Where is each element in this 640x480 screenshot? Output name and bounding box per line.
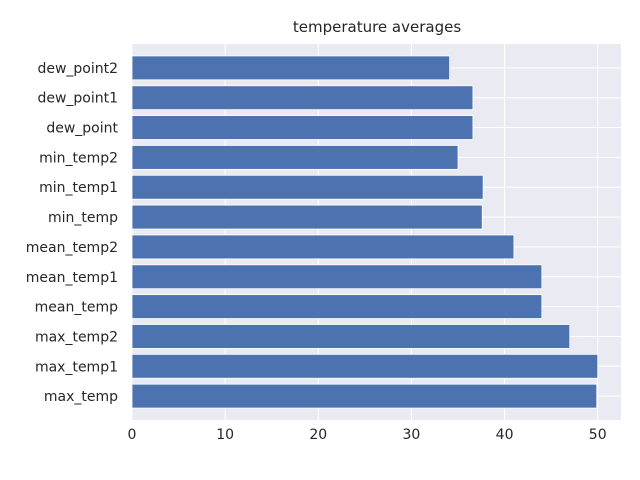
y-tick-label: min_temp bbox=[48, 210, 118, 226]
bars bbox=[131, 55, 599, 409]
x-tick-label: 30 bbox=[403, 427, 421, 443]
y-tick-label: max_temp1 bbox=[35, 359, 118, 375]
y-tick-labels: max_temp max_temp1 max_temp2 mean_temp mean_… bbox=[26, 61, 119, 405]
y-tick-label: mean_temp2 bbox=[26, 240, 118, 256]
y-tick-label: mean_temp bbox=[35, 300, 118, 316]
y-tick-label: max_temp2 bbox=[35, 329, 118, 345]
y-tick-label: dew_point bbox=[46, 121, 118, 137]
y-tick-label: min_temp1 bbox=[39, 180, 118, 196]
y-tick-label: max_temp bbox=[44, 389, 118, 405]
bar-min_temp1 bbox=[131, 174, 484, 200]
x-tick-label: 10 bbox=[216, 427, 234, 443]
bar-dew_point bbox=[131, 115, 474, 140]
bar-min_temp2 bbox=[131, 145, 459, 170]
bar-mean_temp bbox=[131, 294, 543, 319]
y-tick-label: mean_temp1 bbox=[26, 270, 118, 286]
x-tick-label: 50 bbox=[589, 427, 607, 443]
bar-max_temp1 bbox=[131, 353, 599, 379]
x-tick-labels: 0 10 20 30 40 50 bbox=[128, 427, 607, 443]
bar-max_temp2 bbox=[131, 324, 571, 349]
chart-title: temperature averages bbox=[293, 18, 461, 36]
bar-max_temp bbox=[131, 383, 598, 409]
bar-min_temp bbox=[131, 204, 483, 230]
y-tick-label: dew_point1 bbox=[37, 91, 118, 107]
bar-mean_temp1 bbox=[131, 264, 543, 290]
bar-mean_temp2 bbox=[131, 234, 515, 260]
y-tick-label: dew_point2 bbox=[37, 61, 118, 77]
y-tick-label: min_temp2 bbox=[39, 150, 118, 166]
bar-dew_point2 bbox=[131, 55, 451, 81]
x-tick-label: 0 bbox=[128, 427, 137, 443]
x-tick-label: 20 bbox=[309, 427, 327, 443]
bar-dew_point1 bbox=[131, 85, 474, 111]
x-tick-label: 40 bbox=[496, 427, 514, 443]
